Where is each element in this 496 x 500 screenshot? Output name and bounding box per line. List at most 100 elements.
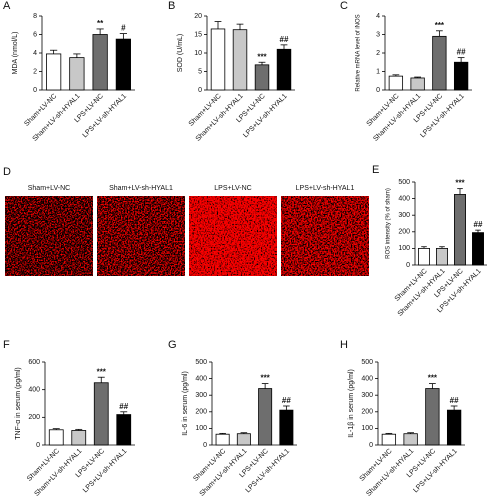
y-axis-label: SOD (U/mL)	[177, 34, 184, 73]
y-tick-label: 300	[398, 212, 410, 219]
bar	[215, 433, 230, 446]
bar	[258, 388, 273, 446]
micrograph	[189, 196, 277, 276]
y-tick-label: 0	[376, 87, 380, 94]
panel-letter: A	[3, 0, 11, 12]
significance: ##	[457, 48, 466, 57]
y-tick-label: 500	[398, 179, 410, 186]
y-tick-label: 0	[198, 87, 202, 94]
bar	[403, 433, 418, 446]
bar	[279, 409, 294, 446]
bar	[71, 430, 87, 446]
y-tick-label: 3	[376, 31, 380, 38]
bar	[115, 38, 131, 91]
panel-letter: D	[3, 166, 11, 178]
y-axis-label: MDA (nmol/L)	[12, 32, 19, 75]
micrograph	[281, 196, 369, 276]
y-tick-label: 500	[361, 359, 373, 366]
y-axis-label: ROS intensity (% of sham)	[386, 188, 392, 259]
significance: ***	[455, 179, 465, 188]
significance: ***	[257, 52, 267, 61]
y-tick-label: 100	[195, 425, 207, 432]
panel-letter: H	[340, 339, 348, 351]
significance: ##	[474, 220, 483, 229]
bar	[232, 29, 248, 91]
significance: ##	[119, 402, 128, 411]
y-tick-label: 1	[376, 68, 380, 75]
y-tick-label: 200	[398, 229, 410, 236]
bar	[418, 247, 430, 266]
bar	[472, 232, 484, 266]
micrograph	[97, 196, 185, 276]
x-tick-label: LPS+LV-sh-HYAL1	[412, 448, 459, 495]
y-tick-label: 100	[398, 245, 410, 252]
panel-letter: E	[372, 164, 379, 176]
panel-letter: B	[168, 0, 175, 12]
y-tick-label: 200	[28, 414, 40, 421]
y-tick-label: 8	[33, 13, 37, 20]
y-tick-label: 500	[195, 359, 207, 366]
y-axis-label: TNF-α in serum (pg/ml)	[15, 367, 22, 440]
significance: ***	[428, 374, 438, 383]
y-tick-label: 4	[376, 13, 380, 20]
x-tick-label: LPS+LV-sh-HYAL1	[82, 448, 129, 495]
y-tick-label: 2	[33, 68, 37, 75]
bar	[432, 35, 447, 91]
y-tick-label: 0	[36, 442, 40, 449]
x-tick-label: LPS+LV-sh-HYAL1	[242, 93, 289, 140]
y-tick-label: 20	[194, 13, 202, 20]
y-tick-label: 0	[203, 442, 207, 449]
y-tick-label: 100	[361, 425, 373, 432]
y-tick-label: 15	[194, 31, 202, 38]
bar	[425, 388, 440, 446]
bar	[436, 247, 448, 266]
y-tick-label: 400	[195, 375, 207, 382]
bar	[92, 34, 108, 91]
y-axis-label: Relative mRNA level of iNOS	[356, 14, 362, 91]
image-label: Sham+LV-NC	[28, 185, 70, 192]
bar	[116, 414, 132, 446]
image-label: LPS+LV-NC	[214, 185, 251, 192]
y-tick-label: 6	[33, 31, 37, 38]
y-tick-label: 0	[406, 262, 410, 269]
bar	[236, 433, 251, 446]
y-tick-label: 600	[28, 359, 40, 366]
significance: **	[97, 19, 104, 28]
bar	[381, 433, 397, 446]
significance: ##	[282, 396, 291, 405]
bar	[454, 194, 466, 266]
bar	[410, 77, 425, 91]
significance: ##	[450, 396, 459, 405]
y-axis-label: IL-6 in serum (pg/ml)	[182, 371, 189, 436]
y-tick-label: 5	[198, 68, 202, 75]
y-tick-label: 0	[369, 442, 373, 449]
x-tick-label: LPS+LV-sh-HYAL1	[82, 93, 129, 140]
x-tick-label: LPS+LV-sh-HYAL1	[419, 93, 466, 140]
panel-letter: C	[340, 0, 348, 12]
significance: ***	[435, 21, 445, 30]
y-tick-label: 200	[361, 409, 373, 416]
bar	[69, 57, 85, 91]
significance: ***	[260, 374, 270, 383]
bar	[93, 382, 109, 446]
panel-letter: F	[3, 339, 10, 351]
bar	[48, 429, 64, 446]
y-axis-label: IL-1β in serum (pg/ml)	[348, 369, 355, 438]
bar	[254, 64, 270, 91]
micrograph	[5, 196, 93, 276]
y-tick-label: 10	[194, 50, 202, 57]
y-tick-label: 400	[398, 195, 410, 202]
y-tick-label: 4	[33, 50, 37, 57]
bar	[210, 28, 226, 91]
y-tick-label: 400	[28, 387, 40, 394]
y-tick-label: 0	[33, 87, 37, 94]
image-label: Sham+LV-sh-HYAL1	[109, 185, 173, 192]
significance: #	[121, 24, 126, 33]
y-tick-label: 400	[361, 375, 373, 382]
panel-letter: G	[168, 339, 177, 351]
x-tick-label: LPS+LV-sh-HYAL1	[245, 448, 292, 495]
bar	[446, 409, 462, 446]
bar	[46, 53, 62, 91]
image-label: LPS+LV-sh-HYAL1	[296, 185, 355, 192]
